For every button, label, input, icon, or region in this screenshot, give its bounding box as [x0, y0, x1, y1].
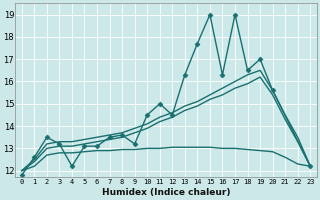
- X-axis label: Humidex (Indice chaleur): Humidex (Indice chaleur): [102, 188, 230, 197]
